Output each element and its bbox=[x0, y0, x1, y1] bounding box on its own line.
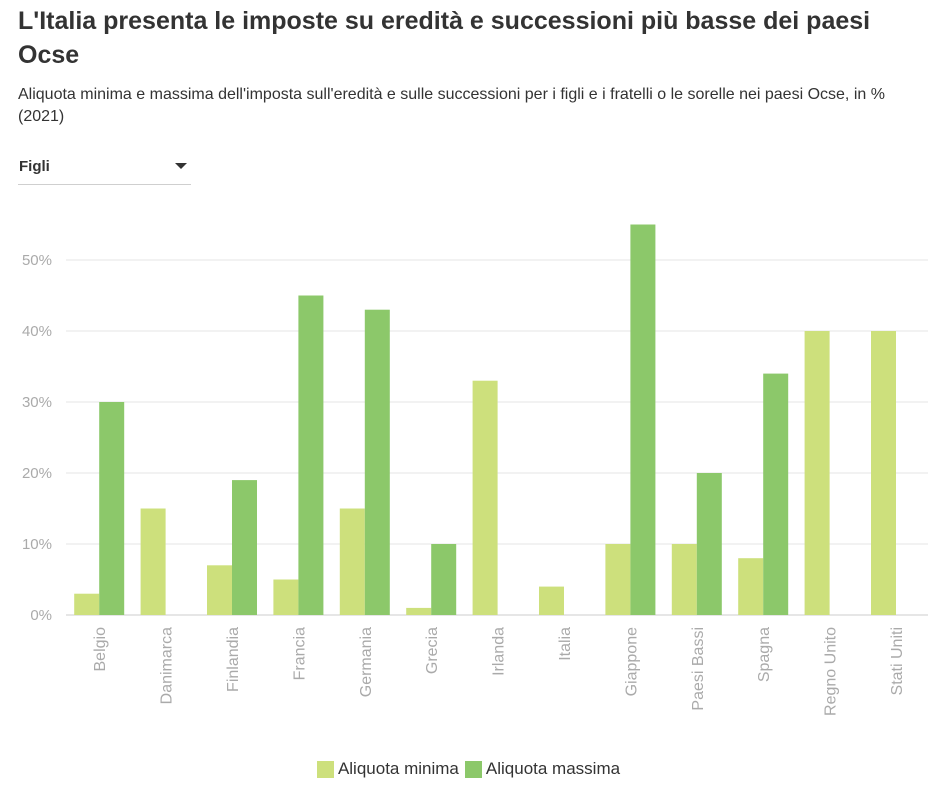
x-tick-label-stati-uniti: Stati Uniti bbox=[889, 627, 906, 695]
legend-swatch-massima bbox=[464, 760, 482, 778]
bar-massima-francia[interactable] bbox=[298, 295, 324, 616]
bar-massima-germania[interactable] bbox=[364, 309, 390, 615]
bar-massima-belgio[interactable] bbox=[99, 402, 125, 615]
bar-minima-belgio[interactable] bbox=[74, 593, 100, 615]
x-tick-label-finlandia: Finlandia bbox=[225, 627, 242, 692]
legend-label-minima: Aliquota minima bbox=[337, 759, 459, 778]
bar-minima-giappone[interactable] bbox=[605, 544, 631, 615]
x-tick-label-regno-unito: Regno Unito bbox=[823, 627, 840, 716]
bar-minima-spagna[interactable] bbox=[738, 558, 764, 615]
bar-minima-stati-uniti[interactable] bbox=[871, 331, 896, 615]
bar-minima-francia[interactable] bbox=[273, 579, 299, 616]
bar-minima-paesi-bassi[interactable] bbox=[671, 544, 697, 615]
x-tick-label-francia: Francia bbox=[291, 627, 308, 680]
chart-title: L'Italia presenta le imposte su eredità … bbox=[18, 7, 871, 69]
dropdown-selected-value: Figli bbox=[19, 158, 50, 175]
bar-chart: 0% 10% 20% 30% 40% 50% Belgio Danimarca Finlandi… bbox=[22, 224, 928, 716]
bar-minima-finlandia[interactable] bbox=[207, 565, 232, 615]
x-tick-label-danimarca: Danimarca bbox=[159, 627, 176, 704]
bar-massima-finlandia[interactable] bbox=[232, 480, 257, 615]
y-tick-label-50: 50% bbox=[22, 252, 52, 269]
bar-massima-spagna[interactable] bbox=[763, 373, 789, 615]
y-tick-label-30: 30% bbox=[22, 394, 52, 411]
relationship-dropdown[interactable]: Figli bbox=[18, 152, 191, 185]
bar-massima-grecia[interactable] bbox=[431, 544, 457, 615]
bar-massima-giappone[interactable] bbox=[630, 224, 656, 616]
chart-subtitle: Aliquota minima e massima dell'imposta s… bbox=[18, 86, 885, 125]
y-tick-label-40: 40% bbox=[22, 323, 52, 340]
bar-minima-germania[interactable] bbox=[339, 508, 365, 616]
bar-minima-irlanda[interactable] bbox=[472, 380, 498, 615]
legend-swatch-minima bbox=[316, 760, 334, 778]
legend-item-massima[interactable]: Aliquota massima bbox=[464, 759, 621, 779]
x-tick-label-germania: Germania bbox=[358, 627, 375, 697]
x-tick-label-belgio: Belgio bbox=[92, 627, 109, 672]
x-tick-label-italia: Italia bbox=[557, 627, 574, 661]
bar-massima-paesi-bassi[interactable] bbox=[696, 473, 722, 615]
x-tick-label-grecia: Grecia bbox=[424, 627, 441, 674]
y-tick-label-0: 0% bbox=[30, 607, 52, 624]
x-tick-label-irlanda: Irlanda bbox=[491, 627, 508, 676]
legend-label-massima: Aliquota massima bbox=[485, 759, 621, 778]
y-tick-label-10: 10% bbox=[22, 536, 52, 553]
legend-item-minima[interactable]: Aliquota minima bbox=[316, 759, 459, 779]
x-tick-label-paesi-bassi: Paesi Bassi bbox=[690, 627, 707, 711]
x-tick-label-giappone: Giappone bbox=[623, 627, 640, 696]
bar-minima-grecia[interactable] bbox=[406, 607, 432, 615]
bar-minima-italia[interactable] bbox=[539, 586, 564, 615]
x-tick-label-spagna: Spagna bbox=[756, 627, 773, 682]
chevron-down-icon bbox=[175, 163, 187, 169]
y-tick-label-20: 20% bbox=[22, 465, 52, 482]
legend: Aliquota minima Aliquota massima bbox=[0, 757, 937, 781]
bar-minima-regno-unito[interactable] bbox=[804, 331, 830, 615]
bar-minima-danimarca[interactable] bbox=[140, 508, 166, 616]
